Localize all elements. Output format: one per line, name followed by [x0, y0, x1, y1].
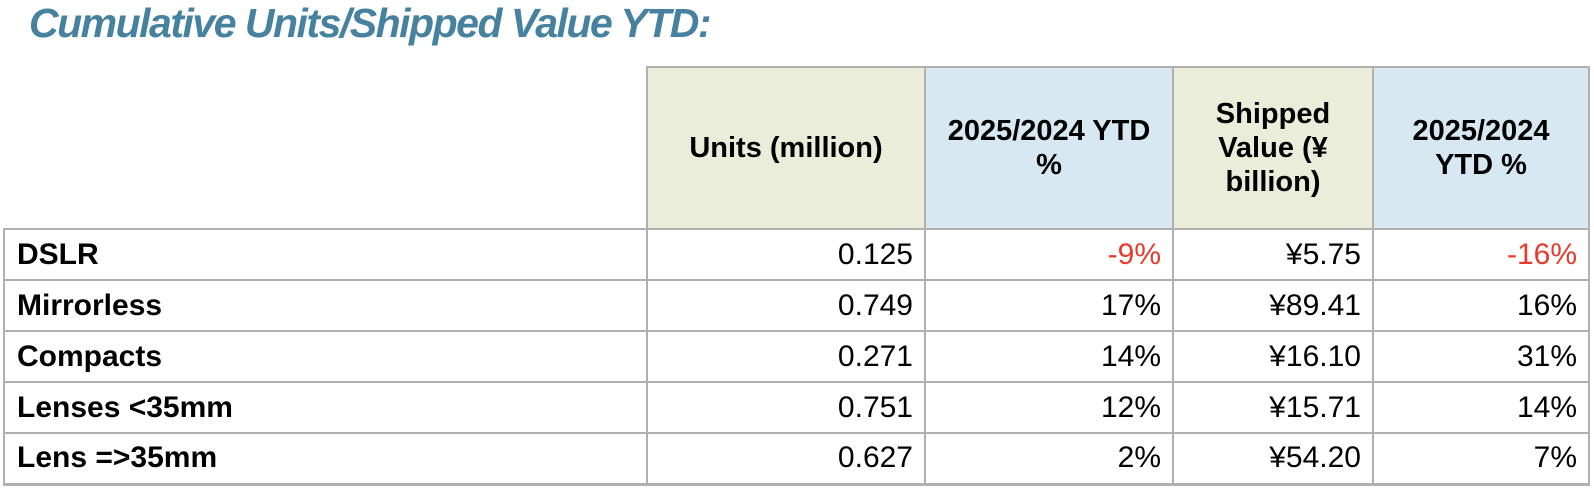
table-row-dslr: DSLR 0.125 -9% ¥5.75 -16% — [3, 228, 1590, 281]
value-ytd-pct: -16% — [1372, 228, 1590, 281]
units-value: 0.749 — [646, 279, 926, 332]
units-value: 0.125 — [646, 228, 926, 281]
page-title: Cumulative Units/Shipped Value YTD: — [29, 0, 712, 46]
table-row-compacts: Compacts 0.271 14% ¥16.10 31% — [3, 330, 1590, 383]
row-label: Lens =>35mm — [3, 432, 648, 486]
units-value: 0.751 — [646, 381, 926, 434]
table-row-lenses-under-35mm: Lenses <35mm 0.751 12% ¥15.71 14% — [3, 381, 1590, 434]
units-ytd-pct: -9% — [924, 228, 1174, 281]
units-ytd-pct: 2% — [924, 432, 1174, 486]
shipped-value: ¥5.75 — [1172, 228, 1374, 281]
value-ytd-pct: 7% — [1372, 432, 1590, 486]
shipped-value: ¥15.71 — [1172, 381, 1374, 434]
col-header-units-million: Units (million) — [646, 66, 926, 230]
units-value: 0.627 — [646, 432, 926, 486]
value-ytd-pct: 14% — [1372, 381, 1590, 434]
table-row-lens-35mm-and-over: Lens =>35mm 0.627 2% ¥54.20 7% — [3, 432, 1590, 486]
row-label: Lenses <35mm — [3, 381, 648, 434]
row-label-column-header — [4, 67, 647, 229]
row-label: Mirrorless — [3, 279, 648, 332]
header-row: Units (million) 2025/2024 YTD % Shipped … — [4, 66, 1590, 230]
col-header-value-ytd-pct: 2025/2024 YTD % — [1372, 66, 1590, 230]
col-header-units-ytd-pct: 2025/2024 YTD % — [924, 66, 1174, 230]
value-ytd-pct: 31% — [1372, 330, 1590, 383]
table-row-mirrorless: Mirrorless 0.749 17% ¥89.41 16% — [3, 279, 1590, 332]
col-header-shipped-value: Shipped Value (¥ billion) — [1172, 66, 1374, 230]
row-label: Compacts — [3, 330, 648, 383]
value-ytd-pct: 16% — [1372, 279, 1590, 332]
units-value: 0.271 — [646, 330, 926, 383]
shipped-value: ¥89.41 — [1172, 279, 1374, 332]
units-ytd-pct: 17% — [924, 279, 1174, 332]
units-shipped-value-table: Units (million) 2025/2024 YTD % Shipped … — [3, 66, 1590, 486]
shipped-value: ¥16.10 — [1172, 330, 1374, 383]
units-ytd-pct: 14% — [924, 330, 1174, 383]
row-label: DSLR — [3, 228, 648, 281]
units-ytd-pct: 12% — [924, 381, 1174, 434]
shipped-value: ¥54.20 — [1172, 432, 1374, 486]
